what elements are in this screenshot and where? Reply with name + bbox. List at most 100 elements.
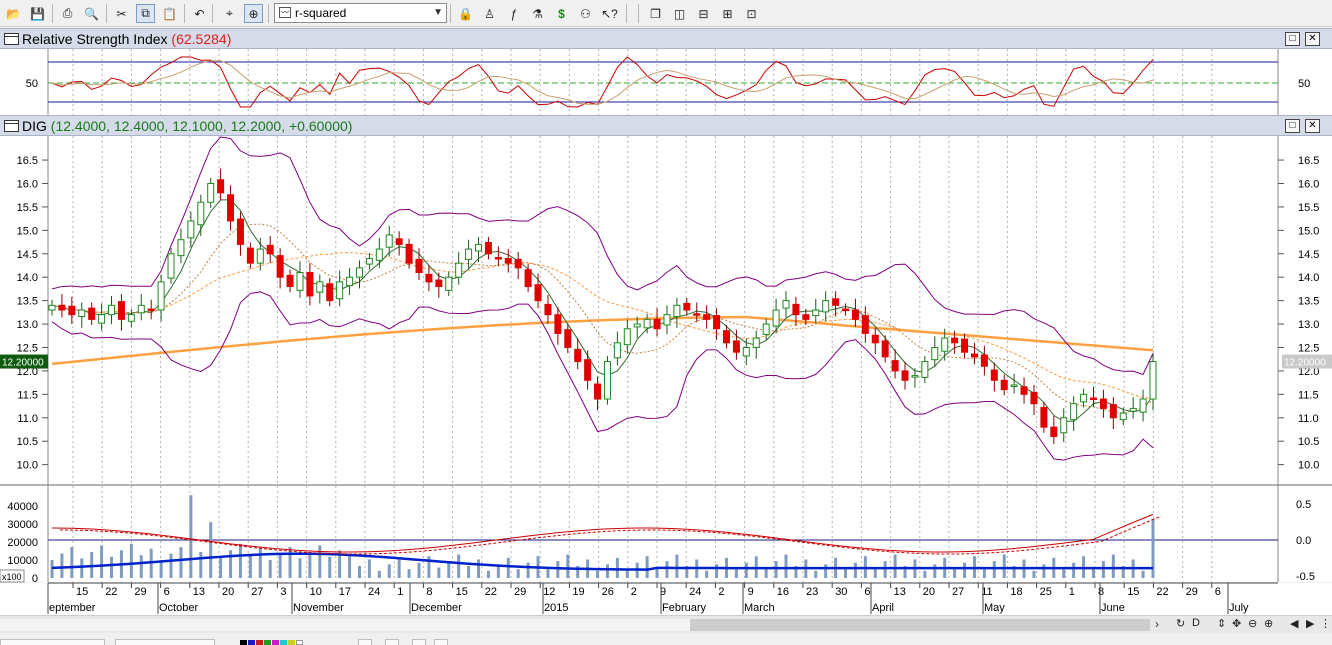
oscillator-tick-label: 0.0 [1296,535,1311,547]
period-icon[interactable]: D [1192,617,1200,629]
expert-icon[interactable]: ♙ [484,6,495,21]
candle [127,314,135,322]
price-tick-label-right: 16.5 [1298,155,1319,167]
price-tick-label-left: 13.5 [17,296,38,308]
price-tick-label-right: 15.0 [1298,225,1319,237]
scroll-left-icon[interactable]: ◀ [1290,618,1299,630]
rsi-pane-header[interactable]: Relative Strength Index (62.5284) □ ✕ [0,28,1332,49]
print-preview-icon[interactable]: 🔍 [84,6,99,21]
candle [703,314,711,320]
volume-bar [625,569,629,578]
volume-bar [675,554,679,578]
date-day-label: 6 [1215,586,1221,598]
candle [1030,391,1038,405]
volume-bar [1042,564,1046,578]
color-swatch[interactable] [280,640,287,645]
more-icon[interactable]: ⋮ [1320,618,1331,630]
save-icon[interactable]: 💾 [30,6,45,21]
color-swatch[interactable] [264,640,271,645]
volume-bar [774,561,778,578]
tile-vertical-icon[interactable]: ◫ [673,6,686,21]
status-cell[interactable] [434,639,448,645]
horizontal-scrollbar[interactable]: › ↻ D ⇕ ✥ ⊖ ⊕ ◀ ▶ ⋮ [0,615,1332,633]
print-icon[interactable]: ⎙ [62,6,73,20]
candle [772,309,780,327]
lock-icon[interactable]: 🔒 [458,6,473,21]
candle [782,300,790,309]
price-tick-label-right: 16.0 [1298,178,1319,190]
date-day-label: 1 [397,586,403,598]
candle [802,314,810,320]
tile-horizontal-icon[interactable]: ⊟ [698,6,709,21]
status-cell[interactable] [358,639,372,645]
rsi-title: Relative Strength Index [22,31,168,47]
volume-bar [189,495,193,578]
candle [534,284,542,302]
candle [68,305,76,316]
color-swatch[interactable] [248,640,255,645]
status-cell[interactable] [385,639,399,645]
candle [316,281,324,293]
candle [286,274,294,288]
candle [970,353,978,358]
system-tester-icon[interactable]: ⚗ [532,6,543,21]
color-swatch[interactable] [272,640,279,645]
toolbar-separator [106,4,107,23]
scroll-thumb[interactable] [690,619,1150,631]
scroll-right-end-icon[interactable]: ▶ [1306,618,1315,630]
color-swatch[interactable] [256,640,263,645]
cascade-windows-icon[interactable]: ❐ [650,6,661,21]
bar-spacing-icon[interactable]: ⇕ [1217,618,1227,630]
zoom-in-icon[interactable]: ⊕ [1264,618,1274,630]
volume-tick-label: 20000 [7,537,38,549]
arrange-icon[interactable]: ⊡ [746,6,757,21]
date-day-label: 15 [76,586,88,598]
open-icon[interactable]: 📂 [6,6,21,21]
chevron-down-icon[interactable]: ▼ [433,7,443,18]
toolbar-separator [450,4,451,23]
candle [1089,397,1097,401]
volume-bar [139,555,143,578]
cut-icon[interactable]: ✂ [116,6,127,21]
color-swatch[interactable] [296,640,303,645]
zoom-out-icon[interactable]: ⊖ [1248,618,1258,630]
date-day-label: 22 [1156,586,1168,598]
volume-bar [447,561,451,578]
tile-grid-icon[interactable]: ⊞ [722,6,733,21]
candle [851,309,859,320]
date-day-label: 6 [164,586,170,598]
status-cell[interactable] [412,639,426,645]
maximize-button[interactable]: □ [1285,119,1300,133]
refresh-icon[interactable]: ↻ [1176,618,1186,630]
undo-icon[interactable]: ↶ [194,6,205,21]
move-icon[interactable]: ✥ [1232,618,1242,630]
crosshair-icon[interactable]: ⌖ [226,6,233,20]
scroll-right-icon[interactable]: › [1155,617,1159,631]
dollar-icon[interactable]: $ [558,6,565,21]
help-pointer-icon[interactable]: ↖? [601,6,618,21]
rsi-value: (62.5284) [171,31,232,47]
volume-bar [209,522,213,578]
price-pane-header[interactable]: DIG (12.4000, 12.4000, 12.1000, 12.2000,… [0,115,1332,136]
maximize-button[interactable]: □ [1285,32,1300,46]
window-icon [4,120,19,132]
formula-icon[interactable]: ƒ [510,6,517,21]
color-swatch[interactable] [288,640,295,645]
close-button[interactable]: ✕ [1305,32,1320,46]
copy-icon[interactable]: ⧉ [136,4,155,23]
zoom-icon[interactable]: ⊕ [244,4,263,23]
date-day-label: 20 [923,586,935,598]
price-chart[interactable]: 16.5 16.5 16.0 16.0 15.5 15.5 15.0 15.0 14.5 14.5… [0,136,1332,615]
candle [1119,412,1127,421]
candle [48,304,56,311]
volume-bar [1062,569,1066,578]
date-month-label: May [984,602,1005,614]
explorer-icon[interactable]: ⚇ [580,6,591,21]
indicator-select[interactable]: 〰 r-squared ▼ [274,3,447,23]
date-day-label: 25 [1040,586,1052,598]
candle [514,258,522,269]
paste-icon[interactable]: 📋 [162,6,177,21]
close-button[interactable]: ✕ [1305,119,1320,133]
color-swatch[interactable] [240,640,247,645]
rsi-chart[interactable]: 50 50 [0,49,1332,115]
